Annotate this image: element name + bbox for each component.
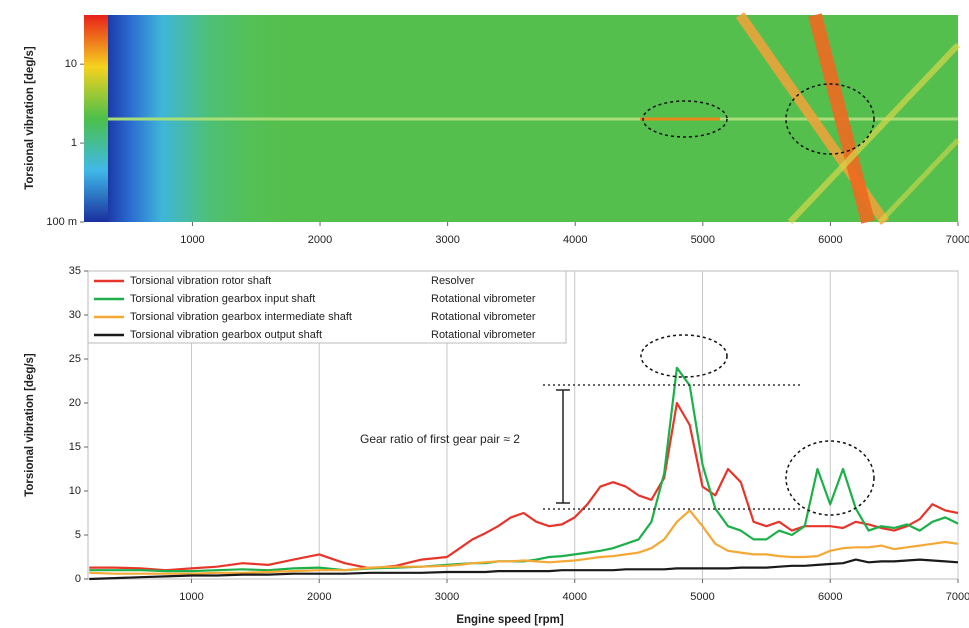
series-line bbox=[89, 509, 959, 575]
y-tick-label: 10 bbox=[65, 58, 77, 70]
x-tick-label: 6000 bbox=[818, 591, 842, 603]
legend-label: Torsional vibration gearbox intermediate… bbox=[130, 311, 352, 323]
x-tick-label: 1000 bbox=[179, 591, 203, 603]
x-tick-label: 7000 bbox=[946, 591, 969, 603]
legend-label: Torsional vibration rotor shaft bbox=[130, 275, 271, 287]
x-tick-label: 3000 bbox=[435, 591, 459, 603]
y-axis-title: Torsional vibration [deg/s] bbox=[24, 353, 36, 497]
y-tick-label: 100 m bbox=[46, 216, 77, 228]
x-axis-title: Engine speed [rpm] bbox=[456, 614, 564, 626]
y-axis-title: Torsional vibration [deg/s] bbox=[24, 46, 36, 190]
series-line bbox=[89, 558, 959, 581]
y-tick-label: 30 bbox=[69, 309, 81, 321]
x-tick-label: 2000 bbox=[308, 234, 332, 246]
spectrogram-image bbox=[84, 12, 961, 225]
x-tick-label: 5000 bbox=[691, 234, 715, 246]
y-tick-label: 25 bbox=[69, 353, 81, 365]
legend-sensor: Rotational vibrometer bbox=[431, 329, 536, 341]
x-tick-label: 4000 bbox=[562, 591, 586, 603]
x-tick-label: 5000 bbox=[690, 591, 714, 603]
legend-sensor: Resolver bbox=[431, 275, 475, 287]
y-tick-label: 5 bbox=[75, 529, 81, 541]
x-tick-label: 6000 bbox=[818, 234, 842, 246]
legend-label: Torsional vibration gearbox input shaft bbox=[130, 293, 315, 305]
y-tick-label: 20 bbox=[69, 397, 81, 409]
x-tick-label: 2000 bbox=[307, 591, 331, 603]
annotations: Gear ratio of first gear pair ≈ 2 bbox=[360, 334, 875, 516]
x-tick-label: 7000 bbox=[946, 234, 969, 246]
lines-layer bbox=[89, 271, 959, 581]
legend-label: Torsional vibration gearbox output shaft bbox=[130, 329, 322, 341]
series-line bbox=[89, 401, 959, 572]
series-line bbox=[89, 366, 959, 573]
y-tick-label: 10 bbox=[69, 485, 81, 497]
x-tick-label: 3000 bbox=[435, 234, 459, 246]
y-tick-label: 35 bbox=[69, 265, 81, 277]
annotation: Gear ratio of first gear pair ≈ 2 bbox=[360, 432, 520, 446]
y-tick-label: 1 bbox=[71, 137, 77, 149]
legend: Torsional vibration rotor shaft Resolver T… bbox=[87, 270, 567, 344]
legend-sensor: Rotational vibrometer bbox=[431, 293, 536, 305]
x-tick-label: 4000 bbox=[563, 234, 587, 246]
y-tick-label: 0 bbox=[75, 573, 81, 585]
y-tick-label: 15 bbox=[69, 441, 81, 453]
legend-sensor: Rotational vibrometer bbox=[431, 311, 536, 323]
x-tick-label: 1000 bbox=[180, 234, 204, 246]
